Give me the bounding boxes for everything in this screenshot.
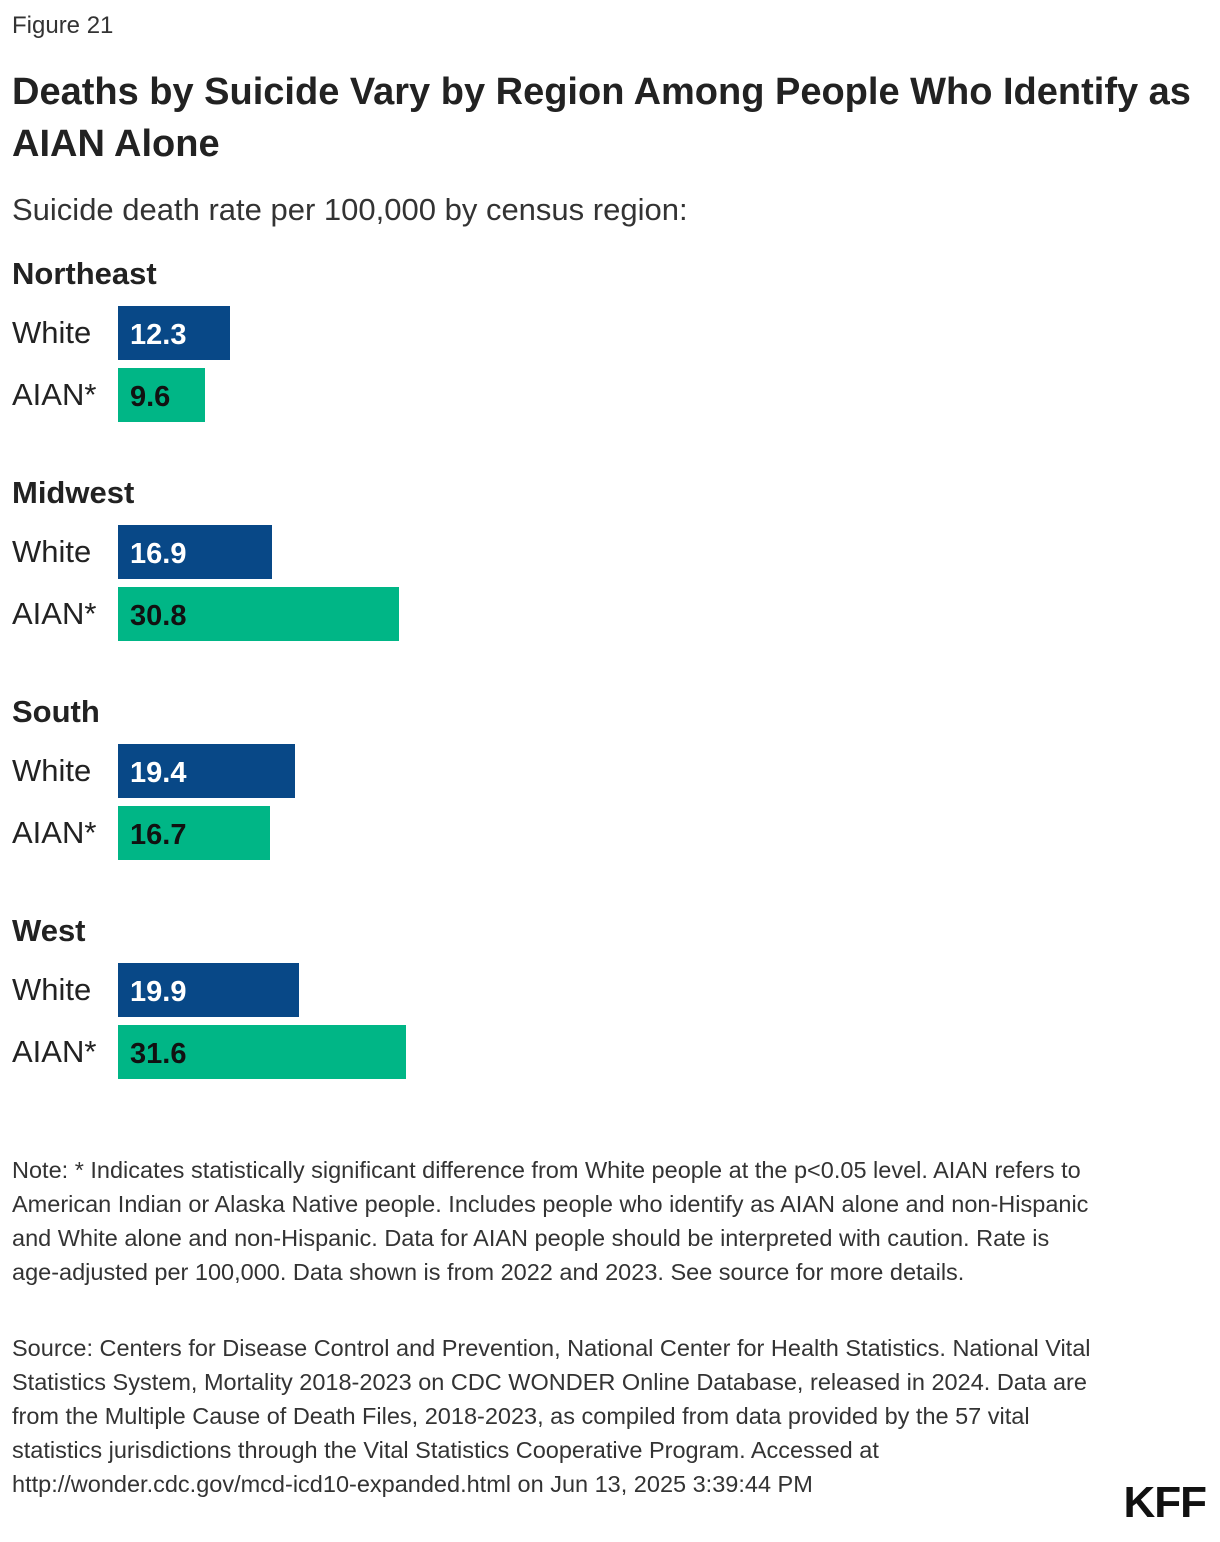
series-label: AIAN* — [12, 596, 97, 631]
series-label: White — [12, 972, 92, 1007]
series-label: AIAN* — [12, 1034, 97, 1069]
bar-aian-midwest — [118, 587, 399, 641]
series-label: White — [12, 534, 92, 569]
bar-value-label: 31.6 — [130, 1038, 187, 1070]
bar-white-south — [118, 744, 295, 798]
kff-logo: KFF — [1123, 1478, 1207, 1527]
bar-value-label: 9.6 — [130, 381, 171, 413]
region-label-northeast: Northeast — [12, 256, 157, 291]
bar-value-label: 30.8 — [130, 600, 187, 632]
chart-title: Deaths by Suicide Vary by Region Among P… — [12, 71, 1191, 165]
bar-aian-northeast — [118, 368, 205, 422]
region-label-midwest: Midwest — [12, 475, 135, 510]
series-label: AIAN* — [12, 815, 97, 850]
region-label-south: South — [12, 694, 100, 729]
bar-aian-south — [118, 806, 270, 860]
bar-value-label: 16.7 — [130, 819, 187, 851]
bar-value-label: 12.3 — [130, 319, 187, 351]
chart-note: Note: * Indicates statistically signific… — [12, 1157, 1089, 1285]
bar-value-label: 16.9 — [130, 538, 187, 570]
bar-white-midwest — [118, 525, 272, 579]
bar-value-label: 19.4 — [130, 757, 187, 789]
chart-subtitle: Suicide death rate per 100,000 by census… — [12, 192, 688, 227]
chart-source: Source: Centers for Disease Control and … — [12, 1335, 1091, 1497]
series-label: White — [12, 315, 92, 350]
figure-label: Figure 21 — [12, 12, 114, 39]
bar-value-label: 19.9 — [130, 976, 187, 1008]
region-label-west: West — [12, 913, 86, 948]
series-label: White — [12, 753, 92, 788]
bar-white-northeast — [118, 306, 230, 360]
bar-white-west — [118, 963, 299, 1017]
bar-aian-west — [118, 1025, 406, 1079]
series-label: AIAN* — [12, 377, 97, 412]
